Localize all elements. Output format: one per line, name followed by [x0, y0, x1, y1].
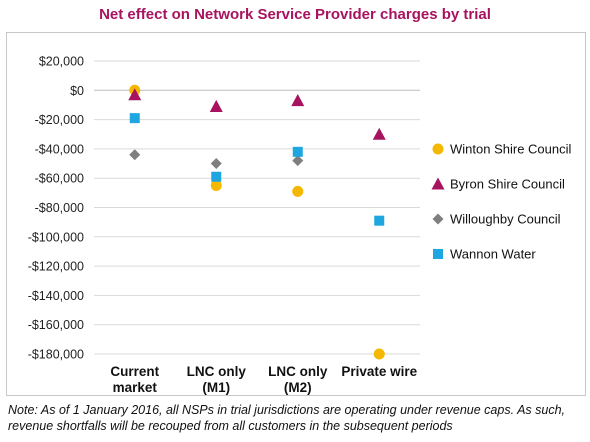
data-point	[211, 171, 222, 182]
data-point	[291, 94, 305, 107]
y-tick-label: -$100,000	[28, 230, 84, 244]
chart-title: Net effect on Network Service Provider c…	[99, 6, 491, 23]
legend-marker	[432, 143, 444, 155]
y-axis-ticks: $20,000 $0 -$20,000 -$40,000 -$60,000 -$80,00…	[28, 55, 84, 362]
data-point	[374, 215, 385, 226]
data-point	[373, 348, 385, 360]
y-tick-label: -$120,000	[28, 260, 84, 274]
legend-entry: Willoughby Council	[432, 212, 561, 227]
x-tick-label: Current market	[110, 364, 159, 395]
footnote-line-1: Note: As of 1 January 2016, all NSPs in …	[8, 403, 566, 417]
legend-label: Winton Shire Council	[450, 142, 571, 157]
gridlines	[94, 60, 420, 355]
y-tick-label: -$140,000	[28, 289, 84, 303]
data-point	[292, 155, 304, 167]
legend-label: Willoughby Council	[450, 212, 561, 227]
data-point	[209, 99, 223, 112]
data-point	[129, 113, 140, 124]
data-point	[372, 127, 386, 140]
data-point	[210, 180, 222, 192]
footnote: Note: As of 1 January 2016, all NSPs in …	[8, 402, 584, 434]
data-points	[128, 84, 386, 360]
x-tick-label-line: Private wire	[341, 364, 417, 379]
y-tick-label: -$20,000	[35, 113, 84, 127]
legend-marker	[431, 177, 445, 190]
data-point	[129, 149, 141, 161]
y-tick-label: $0	[70, 84, 84, 98]
x-tick-label-line: market	[113, 380, 158, 395]
y-tick-label: -$180,000	[28, 348, 84, 362]
x-tick-label-line: (M2)	[284, 380, 312, 395]
legend: Winton Shire Council Byron Shire Council W…	[431, 142, 571, 262]
legend-marker	[433, 249, 443, 259]
y-tick-label: -$80,000	[35, 201, 84, 215]
data-point	[292, 146, 303, 157]
x-tick-label-line: Current	[110, 364, 159, 379]
y-tick-label: -$60,000	[35, 172, 84, 186]
chart-area: $20,000 $0 -$20,000 -$40,000 -$60,000 -$80,00…	[6, 32, 586, 396]
legend-label: Byron Shire Council	[450, 177, 565, 192]
legend-label: Wannon Water	[450, 247, 536, 262]
legend-marker	[432, 213, 444, 225]
x-tick-label-line: (M1)	[202, 380, 230, 395]
x-tick-label-line: LNC only	[187, 364, 247, 379]
data-point	[210, 158, 222, 170]
x-tick-label: Private wire	[341, 364, 417, 379]
data-point	[292, 185, 304, 197]
y-tick-label: -$40,000	[35, 142, 84, 156]
legend-entry: Winton Shire Council	[432, 142, 571, 157]
data-point	[128, 88, 142, 101]
y-tick-label: -$160,000	[28, 318, 84, 332]
legend-entry: Wannon Water	[433, 247, 536, 262]
x-tick-label-line: LNC only	[268, 364, 328, 379]
x-tick-label: LNC only (M1)	[187, 364, 247, 395]
y-tick-label: $20,000	[39, 55, 84, 69]
x-tick-label: LNC only (M2)	[268, 364, 328, 395]
footnote-line-2: revenue shortfalls will be recouped from…	[8, 419, 453, 433]
scatter-chart: $20,000 $0 -$20,000 -$40,000 -$60,000 -$80,00…	[28, 55, 572, 396]
legend-entry: Byron Shire Council	[431, 177, 565, 192]
